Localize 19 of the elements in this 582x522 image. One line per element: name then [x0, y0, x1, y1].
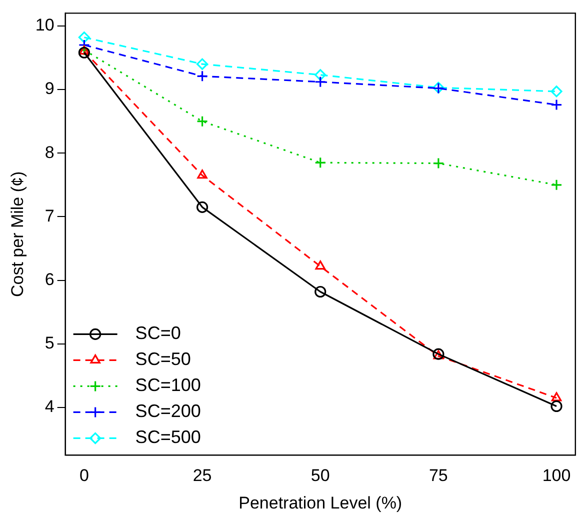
x-tick-label: 25 — [192, 466, 212, 486]
y-tick-label: 5 — [44, 334, 54, 353]
x-tick-label: 100 — [542, 466, 571, 486]
y-axis-title: Cost per Mile (¢) — [8, 171, 27, 298]
legend-label: SC=0 — [135, 323, 181, 344]
y-tick-label: 10 — [35, 16, 54, 35]
legend-label: SC=100 — [135, 375, 201, 396]
x-tick-label: 75 — [428, 466, 448, 486]
y-tick-label: 4 — [44, 397, 54, 416]
y-tick-label: 8 — [44, 142, 54, 162]
y-tick-label: 9 — [44, 79, 54, 98]
legend-label: SC=50 — [135, 349, 191, 370]
x-axis-title: Penetration Level (%) — [238, 493, 402, 512]
x-tick-label: 0 — [79, 466, 89, 486]
legend-label: SC=200 — [135, 401, 201, 422]
y-tick-label: 7 — [44, 206, 54, 226]
legend-label: SC=500 — [135, 427, 201, 448]
x-tick-label: 50 — [310, 466, 330, 486]
y-tick-label: 6 — [44, 270, 54, 289]
